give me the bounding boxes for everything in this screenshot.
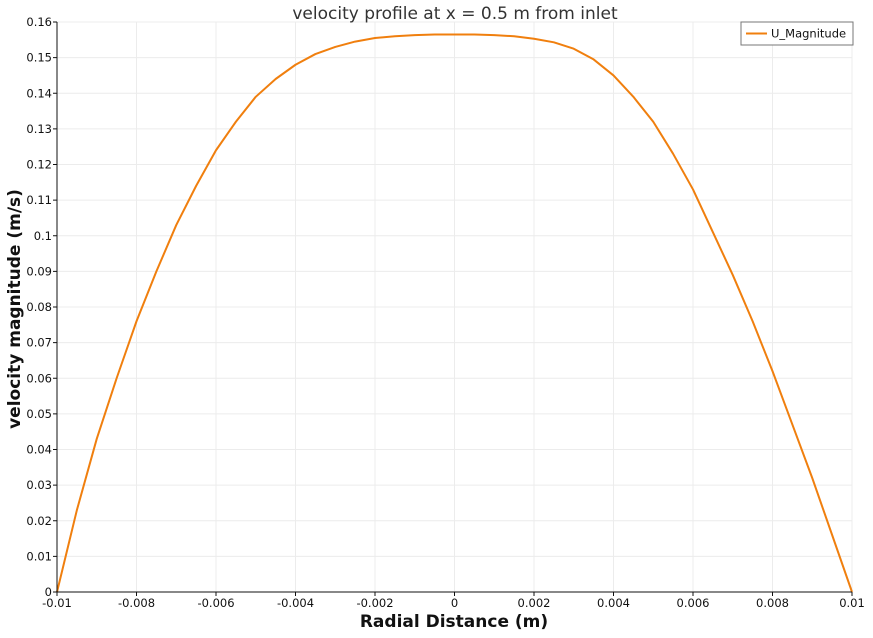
x-axis-title: Radial Distance (m) — [360, 612, 548, 632]
x-tick-label: -0.006 — [197, 596, 234, 610]
y-tick-label: 0.08 — [26, 300, 52, 314]
grid — [56, 21, 853, 593]
y-tick-label: 0.06 — [26, 371, 52, 385]
x-tick-label: 0.002 — [518, 596, 551, 610]
y-tick-label: 0.05 — [26, 407, 52, 421]
y-tick-label: 0.11 — [26, 193, 52, 207]
x-tick-label: 0.01 — [839, 596, 865, 610]
x-tick-label: 0.008 — [756, 596, 789, 610]
x-ticks: -0.01 -0.008 -0.006 -0.004 -0.002 0 0.002 0.004… — [42, 592, 865, 610]
x-tick-label: 0.006 — [677, 596, 710, 610]
y-tick-label: 0 — [45, 585, 52, 599]
y-tick-label: 0.15 — [26, 51, 52, 65]
y-tick-label: 0.07 — [26, 336, 52, 350]
y-tick-label: 0.12 — [26, 158, 52, 172]
y-axis-title: velocity magnitude (m/s) — [5, 189, 25, 429]
series-line-u-magnitude — [56, 33, 853, 593]
x-tick-label: -0.01 — [42, 596, 72, 610]
x-tick-label: 0 — [451, 596, 458, 610]
y-tick-label: 0.13 — [26, 122, 52, 136]
y-tick-label: 0.1 — [34, 229, 52, 243]
y-tick-label: 0.09 — [26, 264, 52, 278]
legend-box — [740, 21, 854, 46]
x-tick-label: -0.008 — [118, 596, 155, 610]
y-tick-label: 0.03 — [26, 478, 52, 492]
y-tick-label: 0.01 — [26, 549, 52, 563]
x-tick-label: -0.002 — [356, 596, 393, 610]
y-tick-label: 0.14 — [26, 86, 52, 100]
y-ticks: 0 0.01 0.02 0.03 0.04 0.05 0.06 0.07 0.08 0.09 0.1… — [26, 15, 57, 599]
x-tick-label: -0.004 — [277, 596, 314, 610]
x-tick-label: 0.004 — [597, 596, 630, 610]
series-layer — [56, 33, 853, 593]
legend-label: U_Magnitude — [771, 27, 846, 41]
y-tick-label: 0.02 — [26, 514, 52, 528]
y-tick-label: 0.16 — [26, 15, 52, 29]
legend: U_Magnitude — [740, 21, 854, 46]
chart-title: velocity profile at x = 0.5 m from inlet — [292, 4, 618, 24]
y-tick-label: 0.04 — [26, 443, 52, 457]
